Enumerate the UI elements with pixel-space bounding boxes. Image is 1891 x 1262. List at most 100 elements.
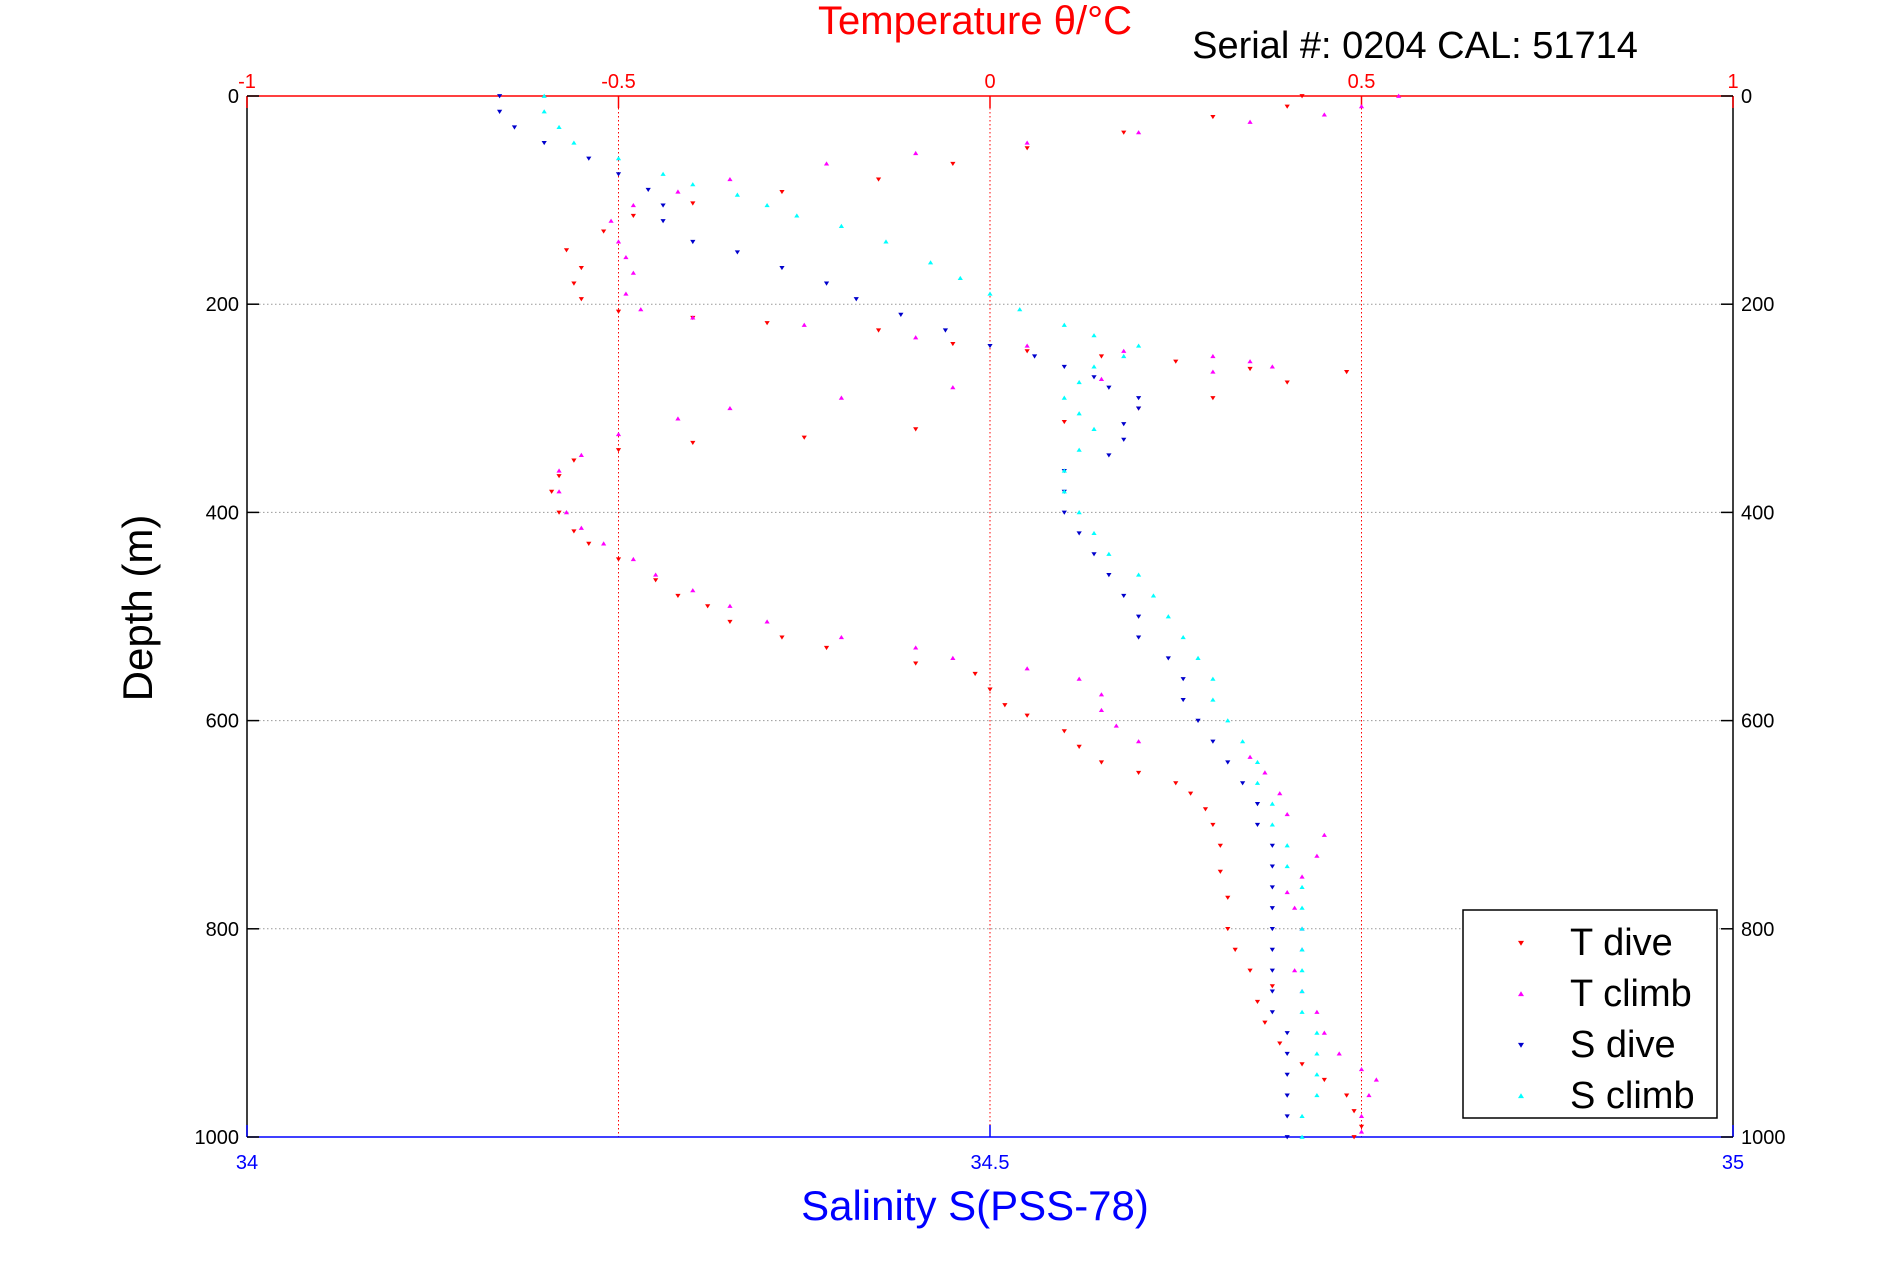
data-point-t-climb — [1314, 853, 1320, 858]
gridlines — [247, 96, 1733, 1137]
data-point-t-dive — [705, 604, 711, 609]
data-point-s-climb — [1299, 968, 1305, 973]
data-point-t-dive — [987, 687, 993, 692]
data-point-t-dive — [913, 661, 919, 666]
data-point-t-climb — [1024, 343, 1030, 348]
legend-marker-s-dive — [1518, 1042, 1524, 1048]
data-point-t-climb — [823, 161, 830, 166]
data-point-t-dive — [1136, 770, 1142, 775]
data-point-t-climb — [1136, 130, 1142, 135]
temperature-tick-label: -0.5 — [601, 71, 635, 93]
data-point-t-dive — [601, 229, 607, 234]
depth-tick-label-right: 0 — [1741, 86, 1752, 108]
series-s-dive — [497, 94, 1290, 1140]
data-point-s-dive — [1284, 1072, 1290, 1077]
data-point-t-climb — [623, 255, 629, 260]
data-point-s-climb — [1210, 676, 1216, 681]
depth-tick-label-left: 400 — [206, 502, 239, 524]
data-point-s-dive — [511, 125, 518, 130]
data-point-t-climb — [1321, 832, 1327, 837]
data-point-s-dive — [541, 141, 547, 146]
data-point-t-dive — [1002, 703, 1008, 708]
data-point-t-dive — [1277, 1041, 1283, 1046]
data-point-t-climb — [615, 431, 622, 437]
data-point-s-climb — [1076, 510, 1082, 515]
data-point-s-climb — [1314, 1072, 1320, 1077]
data-point-t-dive — [578, 297, 584, 302]
data-point-t-dive — [779, 635, 785, 640]
data-point-t-dive — [1358, 1124, 1365, 1129]
data-point-t-climb — [727, 603, 733, 608]
data-point-t-climb — [1292, 905, 1298, 910]
data-point-t-climb — [1366, 1093, 1372, 1098]
data-point-t-dive — [1351, 1135, 1357, 1140]
temperature-tick-label: -1 — [238, 71, 256, 93]
data-point-s-climb — [794, 213, 800, 218]
data-point-s-climb — [1091, 426, 1097, 431]
legend-box — [1462, 909, 1718, 1119]
data-point-t-dive — [615, 557, 622, 562]
data-point-t-dive — [1121, 130, 1127, 135]
data-point-t-climb — [1358, 104, 1365, 109]
data-point-s-climb — [957, 275, 963, 280]
data-point-t-climb — [630, 270, 636, 275]
data-point-s-climb — [1314, 1030, 1320, 1035]
data-point-s-climb — [1269, 801, 1275, 806]
data-point-s-climb — [883, 239, 889, 244]
data-point-s-climb — [1299, 988, 1305, 994]
data-point-s-climb — [1121, 353, 1127, 359]
data-point-s-dive — [1284, 1135, 1290, 1140]
data-point-t-dive — [875, 177, 882, 182]
data-point-s-climb — [1061, 395, 1067, 400]
data-point-s-dive — [1284, 1114, 1290, 1119]
legend-marker-t-dive — [1518, 940, 1524, 946]
data-point-s-climb — [1284, 843, 1290, 848]
data-point-s-dive — [1269, 989, 1275, 994]
data-point-s-dive — [898, 312, 904, 317]
data-point-s-dive — [497, 94, 503, 99]
data-point-s-dive — [1254, 802, 1261, 807]
data-point-t-climb — [1098, 692, 1105, 697]
data-point-t-dive — [1217, 843, 1223, 848]
data-point-t-dive — [1188, 791, 1194, 796]
data-point-s-climb — [571, 140, 577, 145]
salinity-tick-label: 34.5 — [971, 1152, 1010, 1174]
data-point-s-climb — [690, 182, 696, 187]
data-point-s-climb — [1091, 530, 1097, 536]
data-point-s-dive — [1180, 697, 1186, 703]
data-point-t-climb — [690, 588, 696, 593]
data-point-s-climb — [1150, 593, 1157, 598]
data-point-s-climb — [1061, 322, 1067, 327]
data-point-t-dive — [727, 619, 733, 625]
salinity-tick-label: 35 — [1722, 1152, 1744, 1174]
data-point-s-dive — [1284, 1031, 1290, 1036]
data-point-t-dive — [1217, 869, 1223, 874]
data-point-s-dive — [1195, 718, 1201, 723]
data-point-t-dive — [556, 474, 562, 479]
data-point-s-dive — [1136, 406, 1142, 411]
data-point-t-climb — [638, 307, 644, 312]
data-point-s-climb — [1254, 780, 1261, 785]
axes: -1 -0.5 0 0.5 1 34 34.5 35 0 0 200 200 400 400 600 600 8… — [195, 71, 1786, 1174]
legend-marker-t-climb — [1518, 991, 1524, 997]
data-point-s-dive — [1240, 781, 1246, 786]
data-point-t-dive — [779, 189, 785, 195]
data-point-s-climb — [1165, 614, 1171, 619]
data-point-t-climb — [1247, 754, 1253, 759]
data-point-t-climb — [1321, 112, 1327, 117]
data-point-s-climb — [1225, 718, 1231, 723]
data-point-s-dive — [660, 219, 666, 224]
data-point-s-dive — [1269, 864, 1275, 869]
data-point-t-climb — [950, 385, 956, 390]
data-point-s-dive — [1269, 843, 1275, 848]
data-point-s-dive — [823, 281, 830, 286]
data-point-t-dive — [1061, 420, 1067, 425]
data-point-t-dive — [1232, 947, 1238, 952]
legend-label-t-climb: T climb — [1570, 973, 1692, 1015]
data-point-t-dive — [1098, 354, 1105, 359]
data-point-t-climb — [1098, 707, 1105, 713]
data-point-t-dive — [1262, 1020, 1268, 1025]
data-point-t-dive — [615, 448, 622, 453]
data-point-s-dive — [690, 239, 696, 245]
depth-tick-label-left: 200 — [206, 294, 239, 316]
